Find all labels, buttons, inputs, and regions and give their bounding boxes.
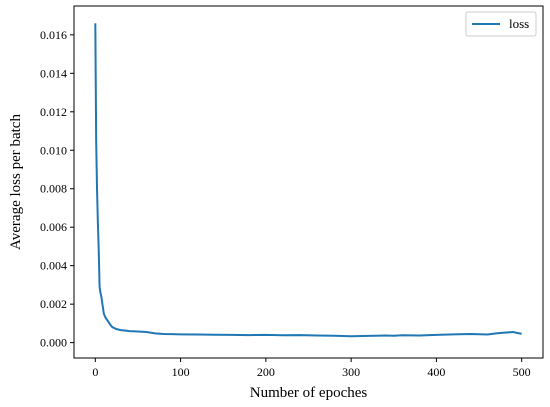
- x-axis-label: Number of epoches: [250, 385, 368, 401]
- x-tick-label: 300: [342, 365, 360, 379]
- y-axis-ticks: 0.000 0.002 0.004 0.006 0.008 0.010 0.012 0.014…: [40, 28, 74, 350]
- y-tick-label: 0.008: [40, 182, 67, 196]
- loss-series-line: [94, 23, 522, 338]
- plot-frame: [73, 5, 544, 359]
- y-tick-label: 0.002: [40, 297, 67, 311]
- y-tick-label: 0.012: [40, 105, 67, 119]
- y-tick-label: 0.010: [40, 143, 67, 157]
- legend-box: [465, 11, 537, 37]
- x-tick-label: 500: [513, 365, 531, 379]
- x-tick-label: 400: [427, 365, 445, 379]
- y-tick-label: 0.014: [40, 66, 67, 80]
- x-tick-label: 200: [257, 365, 275, 379]
- legend-label-loss: loss: [509, 16, 529, 31]
- x-tick-label: 100: [172, 365, 190, 379]
- x-axis-ticks: 0 100 200 300 400 500: [92, 358, 531, 379]
- x-tick-label: 0: [92, 365, 98, 379]
- y-tick-label: 0.006: [40, 220, 67, 234]
- legend: loss: [465, 11, 537, 37]
- y-tick-label: 0.016: [40, 28, 67, 42]
- y-tick-label: 0.000: [40, 336, 67, 350]
- y-axis-label: Average loss per batch: [8, 114, 24, 250]
- y-tick-label: 0.004: [40, 259, 67, 273]
